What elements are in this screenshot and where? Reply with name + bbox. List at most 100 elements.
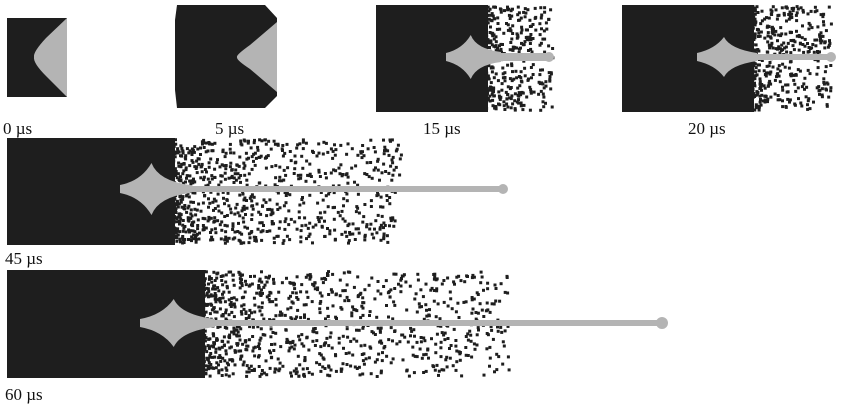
particle (212, 367, 215, 370)
particle (545, 21, 548, 24)
particle (217, 371, 220, 374)
particle (274, 143, 277, 146)
particle (825, 65, 828, 68)
particle (810, 10, 813, 13)
particle (813, 51, 816, 54)
particle (209, 312, 212, 315)
particle (424, 303, 427, 306)
frame-label: 15 µs (423, 119, 461, 138)
particle (249, 275, 252, 278)
particle (463, 280, 466, 283)
particle (515, 76, 518, 79)
particle (331, 157, 334, 160)
particle (326, 307, 329, 310)
particle (772, 66, 775, 69)
particle (200, 278, 203, 281)
particle (319, 211, 322, 214)
particle (385, 304, 388, 307)
particle (772, 5, 775, 8)
particle (234, 169, 237, 172)
particle (418, 302, 421, 305)
particle (350, 311, 353, 314)
particle (758, 64, 761, 67)
particle (827, 96, 830, 99)
particle (360, 344, 363, 347)
particle (820, 31, 823, 34)
particle (228, 313, 231, 316)
particle (328, 374, 331, 377)
particle (324, 278, 327, 281)
particle (400, 154, 403, 157)
particle (289, 295, 292, 298)
particle (436, 364, 439, 367)
particle (385, 194, 388, 197)
particle (300, 283, 303, 286)
particle (785, 46, 788, 49)
particle (244, 280, 247, 283)
particle (351, 354, 354, 357)
particle (270, 148, 273, 151)
particle (271, 208, 274, 211)
particle (488, 41, 491, 44)
particle (494, 45, 497, 48)
particle (207, 344, 210, 347)
particle (789, 31, 792, 34)
particle (500, 282, 503, 285)
particle (258, 280, 261, 283)
particle (504, 291, 507, 294)
particle (381, 215, 384, 218)
particle (239, 174, 242, 177)
particle (305, 142, 308, 145)
particle (318, 152, 321, 155)
particle (234, 363, 237, 366)
particle (504, 329, 507, 332)
particle (211, 345, 214, 348)
particle (180, 213, 183, 216)
particle (210, 295, 213, 298)
particle (176, 151, 179, 154)
particle (357, 193, 360, 196)
particle (528, 86, 531, 89)
particle (220, 180, 223, 183)
particle (329, 336, 332, 339)
particle (171, 219, 174, 222)
particle (266, 208, 269, 211)
particle (801, 24, 804, 27)
particle (428, 314, 431, 317)
particle (346, 283, 349, 286)
particle (369, 347, 372, 350)
particle (263, 372, 266, 375)
particle (349, 233, 352, 236)
particle (460, 374, 463, 377)
particle (188, 174, 191, 177)
particle (505, 91, 508, 94)
particle (344, 231, 347, 234)
particle (366, 223, 369, 226)
particle (258, 365, 261, 368)
particle (385, 279, 388, 282)
particle (434, 343, 437, 346)
particle (435, 287, 438, 290)
particle (270, 343, 273, 346)
particle (245, 199, 248, 202)
particle (239, 140, 242, 143)
particle (819, 89, 822, 92)
particle (181, 224, 184, 227)
particle (380, 239, 383, 242)
particle (261, 204, 264, 207)
particle (270, 213, 273, 216)
particle (469, 334, 472, 337)
particle (270, 327, 273, 330)
particle (300, 198, 303, 201)
particle (272, 331, 275, 334)
particle (196, 224, 199, 227)
particle (266, 295, 269, 298)
particle (506, 106, 509, 109)
particle (178, 221, 181, 224)
particle (759, 77, 762, 80)
particle (318, 307, 321, 310)
particle (416, 355, 419, 358)
jet-rod (190, 186, 503, 192)
particle (251, 335, 254, 338)
particle (758, 106, 761, 109)
